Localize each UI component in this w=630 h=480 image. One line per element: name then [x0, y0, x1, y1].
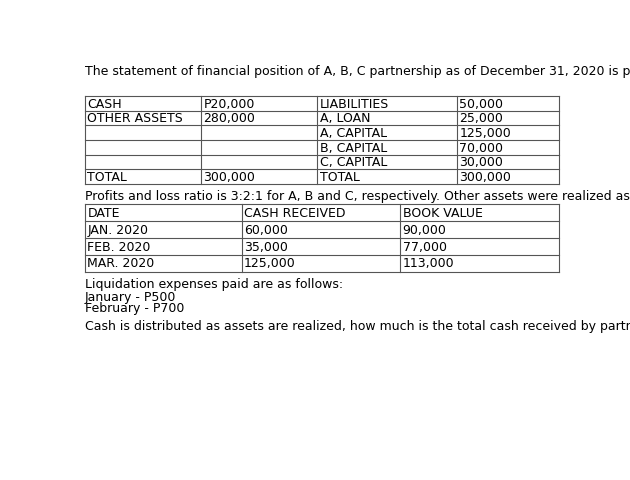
Text: TOTAL: TOTAL: [320, 171, 360, 184]
Text: OTHER ASSETS: OTHER ASSETS: [88, 112, 183, 125]
Text: 70,000: 70,000: [459, 142, 503, 155]
Text: MAR. 2020: MAR. 2020: [88, 257, 154, 270]
Text: A, LOAN: A, LOAN: [320, 112, 370, 125]
Text: Cash is distributed as assets are realized, how much is the total cash received : Cash is distributed as assets are realiz…: [85, 320, 630, 333]
Text: P20,000: P20,000: [203, 98, 255, 111]
Text: January - P500: January - P500: [85, 291, 176, 304]
Text: DATE: DATE: [88, 206, 120, 220]
Text: 30,000: 30,000: [459, 156, 503, 169]
Text: CASH: CASH: [88, 98, 122, 111]
Text: Profits and loss ratio is 3:2:1 for A, B and C, respectively. Other assets were : Profits and loss ratio is 3:2:1 for A, B…: [85, 190, 630, 203]
Text: 125,000: 125,000: [459, 127, 511, 140]
Text: FEB. 2020: FEB. 2020: [88, 240, 151, 253]
Text: CASH RECEIVED: CASH RECEIVED: [244, 206, 345, 220]
Text: 280,000: 280,000: [203, 112, 255, 125]
Text: 90,000: 90,000: [403, 224, 447, 237]
Text: 300,000: 300,000: [459, 171, 511, 184]
Text: 60,000: 60,000: [244, 224, 288, 237]
Text: 77,000: 77,000: [403, 240, 447, 253]
Text: 300,000: 300,000: [203, 171, 255, 184]
Text: BOOK VALUE: BOOK VALUE: [403, 206, 483, 220]
Text: 35,000: 35,000: [244, 240, 288, 253]
Text: Liquidation expenses paid are as follows:: Liquidation expenses paid are as follows…: [85, 278, 343, 291]
Text: LIABILITIES: LIABILITIES: [320, 98, 389, 111]
Text: B, CAPITAL: B, CAPITAL: [320, 142, 387, 155]
Text: JAN. 2020: JAN. 2020: [88, 224, 148, 237]
Text: 50,000: 50,000: [459, 98, 503, 111]
Text: TOTAL: TOTAL: [88, 171, 127, 184]
Text: C, CAPITAL: C, CAPITAL: [320, 156, 387, 169]
Text: 125,000: 125,000: [244, 257, 295, 270]
Text: A, CAPITAL: A, CAPITAL: [320, 127, 387, 140]
Text: 25,000: 25,000: [459, 112, 503, 125]
Text: February - P700: February - P700: [85, 302, 185, 315]
Text: The statement of financial position of A, B, C partnership as of December 31, 20: The statement of financial position of A…: [85, 65, 630, 78]
Text: 113,000: 113,000: [403, 257, 454, 270]
